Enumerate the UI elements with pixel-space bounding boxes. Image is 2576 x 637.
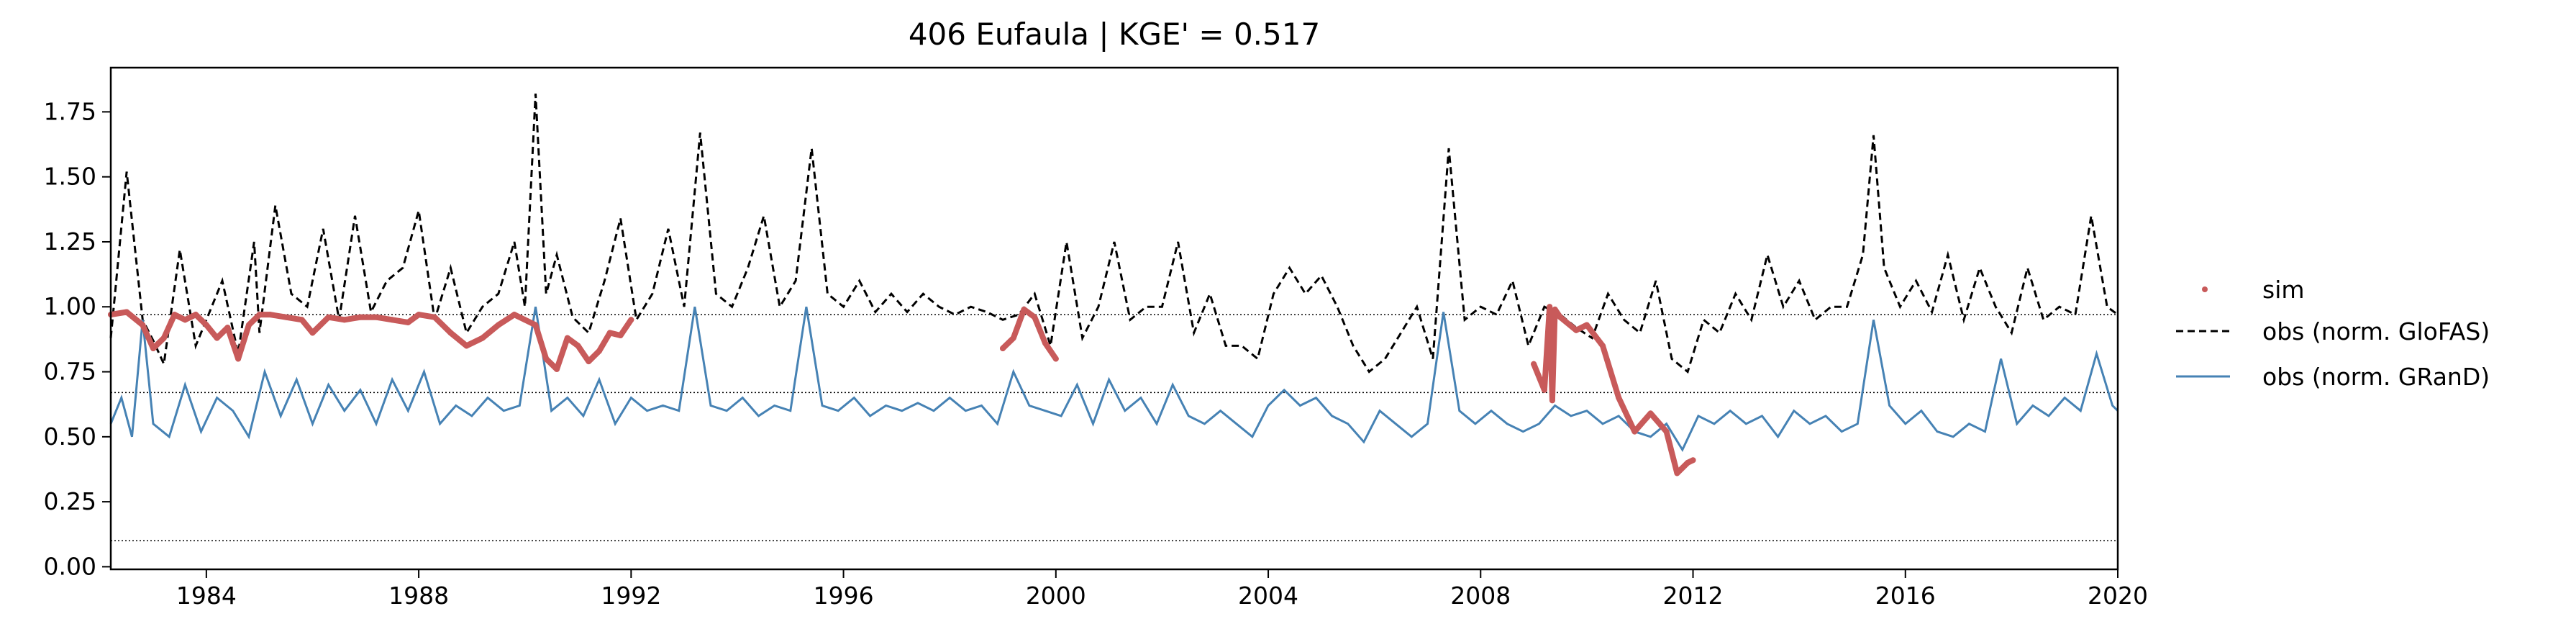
legend-marker-sim	[2202, 286, 2208, 292]
sim-point	[140, 322, 146, 328]
sim-point	[1557, 314, 1563, 320]
sim-point	[532, 322, 539, 328]
sim-point	[564, 335, 570, 341]
x-tick-label: 2012	[1663, 582, 1724, 610]
sim-point	[447, 330, 454, 336]
sim-point	[617, 332, 624, 338]
x-tick-label: 1984	[176, 582, 237, 610]
sim-point	[463, 343, 470, 349]
sim-point	[325, 314, 332, 320]
plot-frame	[109, 66, 2119, 571]
y-tick-label: 1.00	[44, 292, 96, 320]
sim-point	[309, 330, 316, 336]
sim-point	[596, 348, 603, 354]
sim-point	[1549, 397, 1555, 404]
sim-point	[160, 335, 167, 341]
sim-point	[543, 356, 550, 362]
grand-line	[109, 306, 2119, 453]
sim-point	[299, 317, 305, 323]
sim-point	[432, 314, 438, 320]
y-axis: 0.00 0.25 0.50 0.75 1.00 1.25 1.50 1.75	[44, 97, 111, 580]
legend-label-grand: obs (norm. GRanD)	[2262, 363, 2490, 391]
sim-point	[1647, 410, 1654, 417]
sim-point	[1583, 322, 1590, 328]
x-tick-label: 2004	[1238, 582, 1298, 610]
legend-label-sim: sim	[2262, 276, 2305, 304]
sim-point	[203, 322, 209, 328]
sim-point	[1000, 345, 1006, 352]
sim-point	[511, 312, 517, 318]
sim-point	[1663, 428, 1670, 435]
sim-point	[182, 317, 188, 323]
y-tick-label: 0.25	[44, 487, 96, 515]
sim-point	[1674, 470, 1680, 476]
y-tick-label: 0.50	[44, 423, 96, 451]
sim-point	[1547, 304, 1553, 310]
sim-point	[1600, 343, 1606, 349]
sim-point	[586, 358, 592, 365]
series-grand	[109, 306, 2119, 453]
sim-point	[495, 322, 501, 328]
y-tick-label: 0.75	[44, 358, 96, 386]
sim-point	[256, 312, 263, 318]
sim-segment	[1531, 304, 1696, 476]
sim-point	[389, 317, 396, 323]
sim-point	[373, 314, 380, 320]
series-glofas	[109, 94, 2118, 374]
sim-point	[1541, 387, 1547, 393]
sim-point	[214, 335, 220, 341]
sim-point	[606, 330, 613, 336]
glofas-line	[109, 94, 2118, 374]
sim-point	[245, 322, 252, 328]
sim-point	[1552, 306, 1558, 312]
sim-point	[1531, 361, 1537, 367]
y-tick-label: 1.25	[44, 227, 96, 256]
x-tick-label: 2000	[1026, 582, 1086, 610]
sim-point	[1616, 394, 1622, 401]
sim-point	[1690, 457, 1696, 464]
legend-label-glofas: obs (norm. GloFAS)	[2262, 317, 2490, 345]
y-tick-label: 1.50	[44, 163, 96, 191]
sim-segment	[108, 309, 634, 372]
sim-point	[554, 366, 560, 372]
sim-point	[1685, 459, 1691, 466]
x-tick-label: 2020	[2088, 582, 2148, 610]
sim-point	[575, 343, 581, 349]
x-tick-label: 2008	[1450, 582, 1511, 610]
sim-point	[1052, 356, 1059, 362]
sim-point	[341, 317, 347, 323]
series-sim	[108, 304, 1696, 476]
x-axis: 1984 1988 1992 1996 2000 2004 2008 2012 2016 2020	[176, 569, 2148, 610]
sim-point	[150, 345, 157, 352]
sim-point	[1010, 335, 1016, 341]
x-tick-label: 1996	[814, 582, 874, 610]
y-tick-label: 0.00	[44, 552, 96, 580]
sim-point	[283, 314, 289, 320]
sim-point	[479, 335, 486, 341]
x-tick-label: 1988	[388, 582, 449, 610]
sim-point	[1042, 340, 1049, 346]
sim-point	[235, 356, 242, 362]
sim-point	[1032, 314, 1038, 320]
x-tick-label: 1992	[601, 582, 661, 610]
sim-point	[124, 309, 130, 315]
sim-point	[267, 312, 273, 318]
sim-point	[628, 317, 634, 323]
x-tick-label: 2016	[1875, 582, 1936, 610]
sim-point	[1631, 428, 1638, 435]
sim-point	[193, 312, 199, 318]
sim-point	[1573, 327, 1580, 333]
chart-title: 406 Eufaula | KGE' = 0.517	[909, 17, 1320, 52]
sim-point	[1021, 306, 1027, 312]
sim-point	[405, 319, 411, 325]
sim-point	[171, 312, 178, 318]
sim-point	[522, 317, 528, 323]
y-tick-label: 1.75	[44, 97, 96, 125]
sim-point	[224, 325, 231, 331]
sim-point	[357, 314, 363, 320]
reference-lines	[111, 314, 2118, 542]
legend: sim obs (norm. GloFAS) obs (norm. GRanD)	[2176, 276, 2490, 391]
sim-point	[416, 312, 422, 318]
